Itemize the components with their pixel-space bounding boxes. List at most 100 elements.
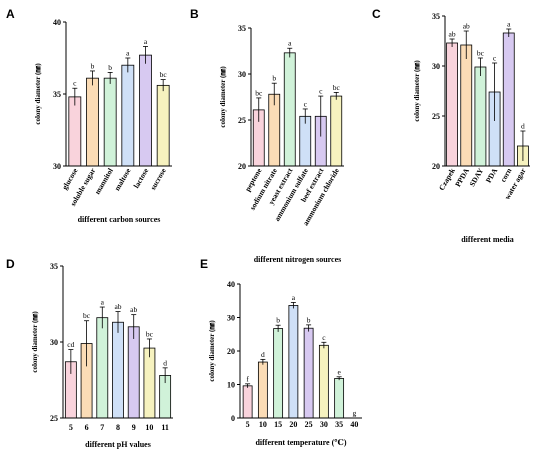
x-tick-label: 6 [85, 423, 89, 432]
x-tick-label: 10 [145, 423, 153, 432]
x-tick-label: SDAY [467, 166, 485, 188]
x-tick-label: sucrose [148, 166, 168, 192]
bar [288, 305, 299, 419]
bar [143, 347, 156, 419]
significance-letter: ab [130, 305, 137, 314]
bar [86, 77, 99, 167]
bar [334, 378, 345, 419]
bar [446, 42, 458, 167]
significance-letter: bc [333, 83, 341, 92]
significance-letter: bc [160, 70, 168, 79]
significance-letter: cd [67, 340, 74, 349]
x-axis-label: different media [461, 235, 514, 244]
significance-letter: d [163, 358, 167, 367]
significance-letter: bc [146, 329, 154, 338]
significance-letter: c [322, 333, 326, 342]
bar [96, 317, 109, 419]
significance-letter: c [319, 87, 323, 96]
bar [273, 328, 284, 419]
bar [112, 321, 124, 419]
y-tick-label: 35 [238, 24, 246, 33]
significance-letter: b [91, 61, 95, 70]
y-axis-label: colony diameter (㎜) [413, 60, 421, 122]
panel-e: Ef 5 d 10 b 15 a 20 b 25 c 30 e 35 g 40 0 10 20 30 40 colony … [200, 257, 362, 447]
x-axis-label: different carbon sources [78, 215, 161, 224]
x-tick-label: 25 [305, 420, 313, 429]
panel-letter: D [6, 257, 15, 271]
significance-letter: bc [477, 49, 485, 58]
significance-letter: bc [255, 88, 263, 97]
x-tick-label: 20 [289, 420, 297, 429]
panel-letter: E [200, 257, 208, 271]
x-axis-label: different pH values [85, 440, 151, 449]
significance-letter: ab [114, 302, 121, 311]
bar [330, 95, 343, 167]
bar [156, 84, 170, 167]
significance-letter: a [288, 39, 292, 48]
bar [139, 54, 152, 167]
significance-letter: c [73, 79, 77, 88]
significance-letter: a [126, 49, 130, 58]
bar [303, 327, 314, 419]
x-tick-label: 11 [161, 423, 169, 432]
x-tick-label: 9 [132, 423, 136, 432]
x-axis-label: different temperature (℃) [255, 438, 346, 447]
x-axis-label: different nitrogen sources [254, 255, 342, 264]
significance-letter: ab [463, 22, 470, 31]
significance-letter: e [337, 367, 341, 376]
y-axis-label: colony diameter (㎜) [34, 63, 42, 125]
y-tick-label: 25 [432, 112, 440, 121]
bar [318, 344, 329, 419]
significance-letter: ab [449, 30, 456, 39]
x-tick-label: 35 [335, 420, 343, 429]
x-tick-label: maltose [112, 166, 132, 192]
bar [283, 52, 296, 167]
significance-letter: b [307, 315, 311, 324]
x-tick-label: PDA [484, 166, 500, 184]
y-tick-label: 25 [50, 414, 58, 423]
y-axis-label: colony diameter (㎜) [208, 320, 216, 382]
significance-letter: a [144, 37, 148, 46]
y-tick-label: 30 [53, 162, 61, 171]
y-tick-label: 35 [53, 90, 61, 99]
significance-letter: bc [83, 311, 91, 320]
y-tick-label: 20 [238, 162, 246, 171]
bar [103, 77, 117, 167]
panel-d: Dcd 5 bc 6 a 7 ab 8 ab 9 bc 10 d 11 25 30 35 colony diame… [6, 257, 173, 449]
x-tick-label: 8 [116, 423, 120, 432]
bar [257, 361, 268, 419]
x-tick-label: 10 [259, 420, 267, 429]
significance-letter: a [101, 298, 105, 307]
y-tick-label: 30 [227, 314, 235, 323]
y-axis-label: colony diameter (㎜) [31, 311, 39, 373]
significance-letter: c [304, 99, 308, 108]
significance-letter: d [521, 122, 525, 131]
y-tick-label: 10 [227, 381, 235, 390]
y-axis-label: colony diameter (㎜) [219, 66, 227, 128]
panel-letter: A [6, 7, 15, 21]
bar [121, 64, 135, 167]
significance-letter: a [507, 20, 511, 29]
significance-letter: f [246, 374, 249, 383]
bar [502, 32, 515, 167]
y-tick-label: 35 [50, 262, 58, 271]
bar [242, 385, 253, 419]
bar [474, 66, 487, 167]
x-tick-label: 5 [69, 423, 73, 432]
bar [460, 44, 473, 167]
y-tick-label: 40 [53, 18, 61, 27]
panel-letter: C [372, 7, 381, 21]
bar [127, 326, 140, 419]
y-tick-label: 40 [227, 280, 235, 289]
y-tick-label: 20 [227, 347, 235, 356]
bar [68, 96, 82, 167]
y-tick-label: 30 [238, 70, 246, 79]
significance-letter: b [108, 63, 112, 72]
x-tick-label: 15 [274, 420, 282, 429]
y-tick-label: 25 [238, 116, 246, 125]
significance-letter: a [292, 293, 296, 302]
